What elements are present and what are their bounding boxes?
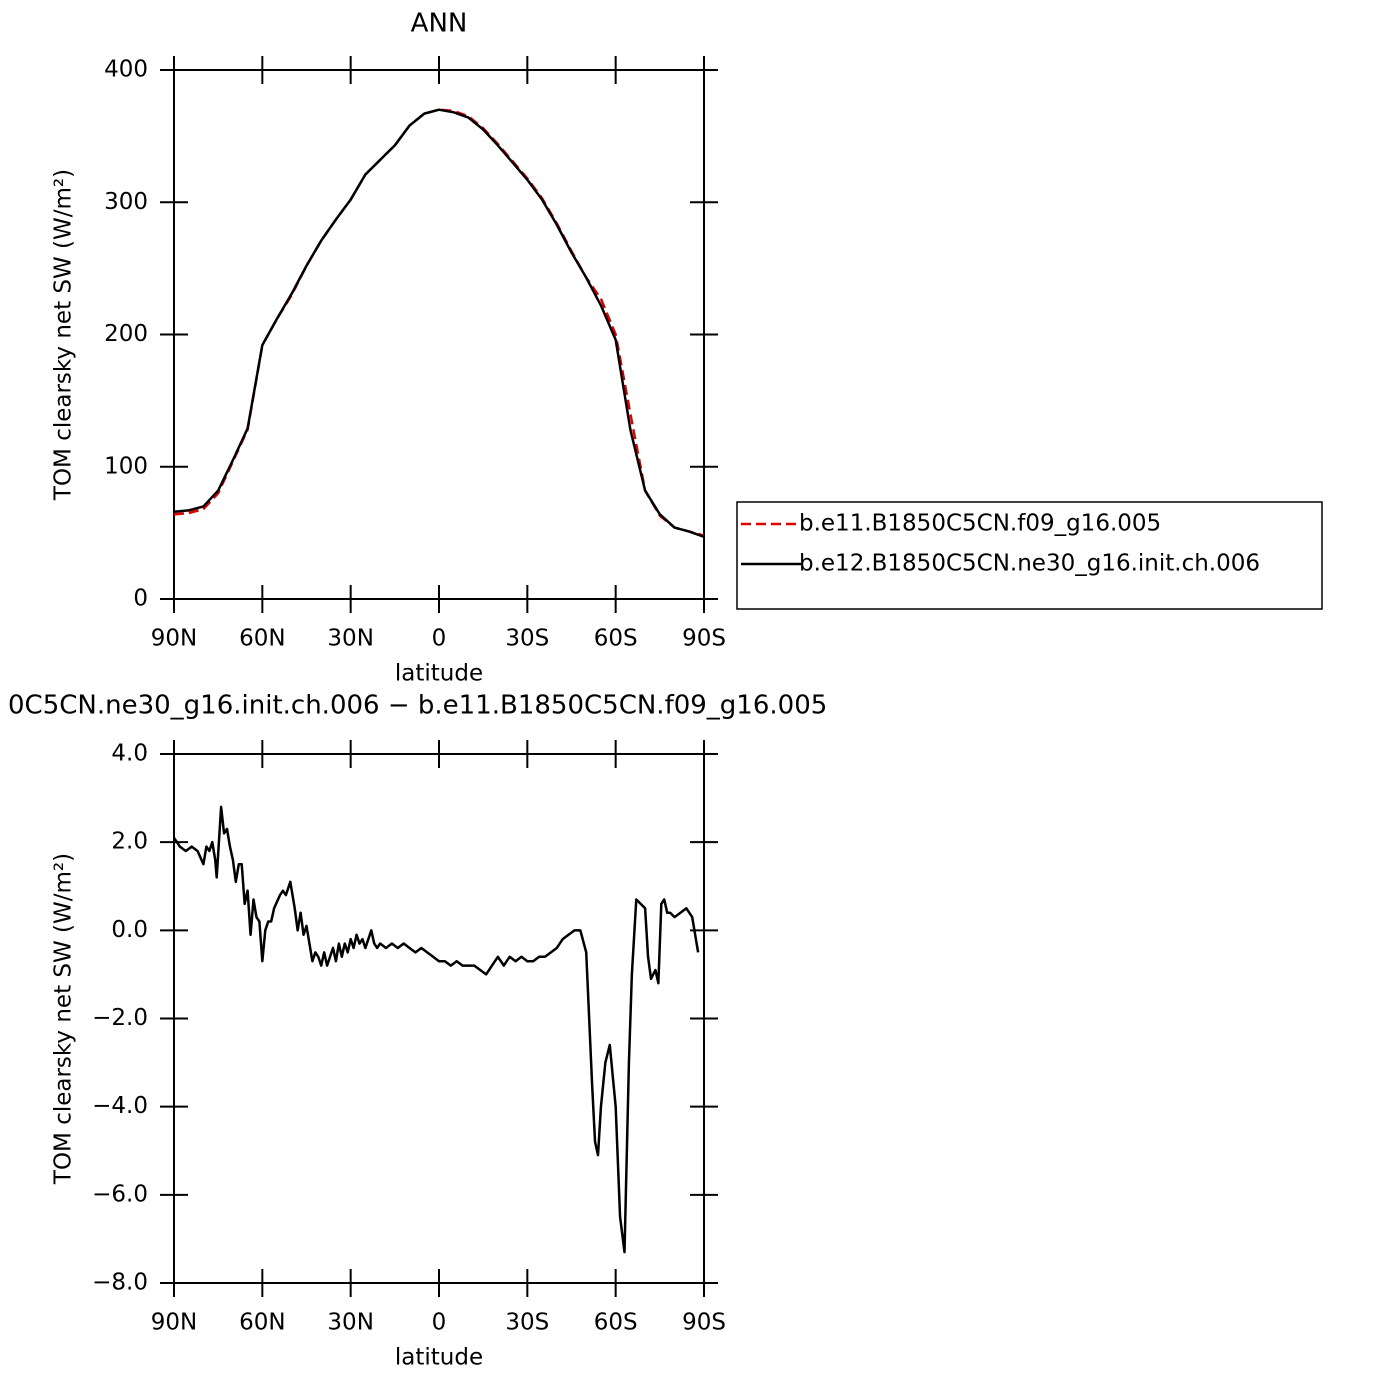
y-tick-label: −6.0 [92, 1181, 148, 1207]
y-tick-label: 0.0 [111, 917, 148, 943]
x-tick-label: 90S [682, 1310, 726, 1336]
x-tick-label: 60S [594, 626, 638, 652]
chart-title: ANN [411, 9, 468, 39]
plot-frame [173, 69, 705, 600]
y-tick-label: 0 [133, 586, 148, 612]
legend-label: b.e12.B1850C5CN.ne30_g16.init.ch.006 [799, 551, 1260, 577]
y-tick-label: 200 [104, 321, 148, 347]
y-tick-label: 2.0 [111, 829, 148, 855]
y-axis-label: TOM clearsky net SW (W/m²) [51, 853, 77, 1185]
x-tick-label: 90S [682, 626, 726, 652]
x-axis-label: latitude [395, 661, 483, 687]
x-tick-label: 0 [432, 1310, 447, 1336]
y-axis-label: TOM clearsky net SW (W/m²) [51, 169, 77, 501]
y-tick-label: −2.0 [92, 1005, 148, 1031]
legend-label: b.e11.B1850C5CN.f09_g16.005 [799, 511, 1161, 537]
y-tick-label: −4.0 [92, 1093, 148, 1119]
y-tick-label: 300 [104, 189, 148, 215]
x-tick-label: 30N [327, 626, 373, 652]
data-line [173, 108, 705, 539]
y-tick-label: −8.0 [92, 1270, 148, 1296]
x-axis-label: latitude [395, 1345, 483, 1371]
legend-box [736, 501, 1323, 610]
y-tick-label: 4.0 [111, 741, 148, 767]
x-tick-label: 30N [327, 1310, 373, 1336]
x-tick-label: 30S [505, 1310, 549, 1336]
y-tick-label: 400 [104, 57, 148, 83]
x-tick-label: 60N [239, 1310, 285, 1336]
x-tick-label: 30S [505, 626, 549, 652]
x-tick-label: 90N [151, 1310, 197, 1336]
x-tick-label: 90N [151, 626, 197, 652]
y-tick-label: 100 [104, 453, 148, 479]
chart-title: 0C5CN.ne30_g16.init.ch.006 − b.e11.B1850… [8, 691, 827, 721]
data-line [173, 108, 705, 537]
x-tick-label: 60N [239, 626, 285, 652]
x-tick-label: 60S [594, 1310, 638, 1336]
data-line [172, 805, 700, 1254]
x-tick-label: 0 [432, 626, 447, 652]
